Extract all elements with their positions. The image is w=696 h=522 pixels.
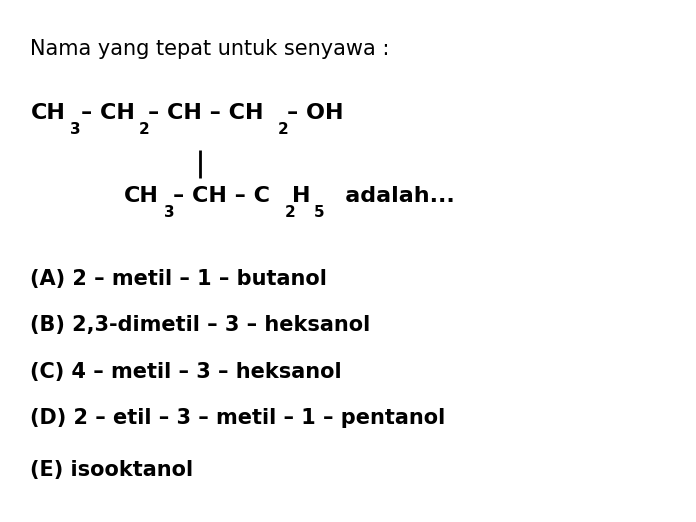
Text: 5: 5 — [314, 205, 325, 220]
Text: CH: CH — [31, 103, 65, 123]
Text: 2: 2 — [278, 123, 288, 137]
Text: (E) isooktanol: (E) isooktanol — [31, 460, 193, 480]
Text: – CH: – CH — [81, 103, 134, 123]
Text: 3: 3 — [70, 123, 81, 137]
Text: CH: CH — [124, 186, 159, 206]
Text: (B) 2,3-dimetil – 3 – heksanol: (B) 2,3-dimetil – 3 – heksanol — [31, 315, 371, 335]
Text: – OH: – OH — [287, 103, 343, 123]
Text: (C) 4 – metil – 3 – heksanol: (C) 4 – metil – 3 – heksanol — [31, 362, 342, 382]
Text: 3: 3 — [164, 205, 174, 220]
Text: – CH – C: – CH – C — [173, 186, 269, 206]
Text: H: H — [292, 186, 310, 206]
Text: (D) 2 – etil – 3 – metil – 1 – pentanol: (D) 2 – etil – 3 – metil – 1 – pentanol — [31, 408, 445, 428]
Text: 2: 2 — [285, 205, 295, 220]
Text: – CH – CH: – CH – CH — [148, 103, 263, 123]
Text: (A) 2 – metil – 1 – butanol: (A) 2 – metil – 1 – butanol — [31, 269, 327, 289]
Text: Nama yang tepat untuk senyawa :: Nama yang tepat untuk senyawa : — [31, 39, 390, 59]
Text: adalah...: adalah... — [322, 186, 454, 206]
Text: 2: 2 — [139, 123, 150, 137]
